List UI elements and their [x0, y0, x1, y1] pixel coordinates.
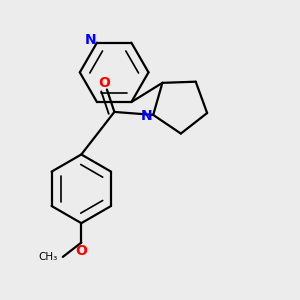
Text: N: N: [141, 110, 152, 123]
Text: O: O: [75, 244, 87, 258]
Text: N: N: [85, 33, 96, 46]
Text: O: O: [99, 76, 110, 90]
Text: CH₃: CH₃: [38, 252, 57, 262]
